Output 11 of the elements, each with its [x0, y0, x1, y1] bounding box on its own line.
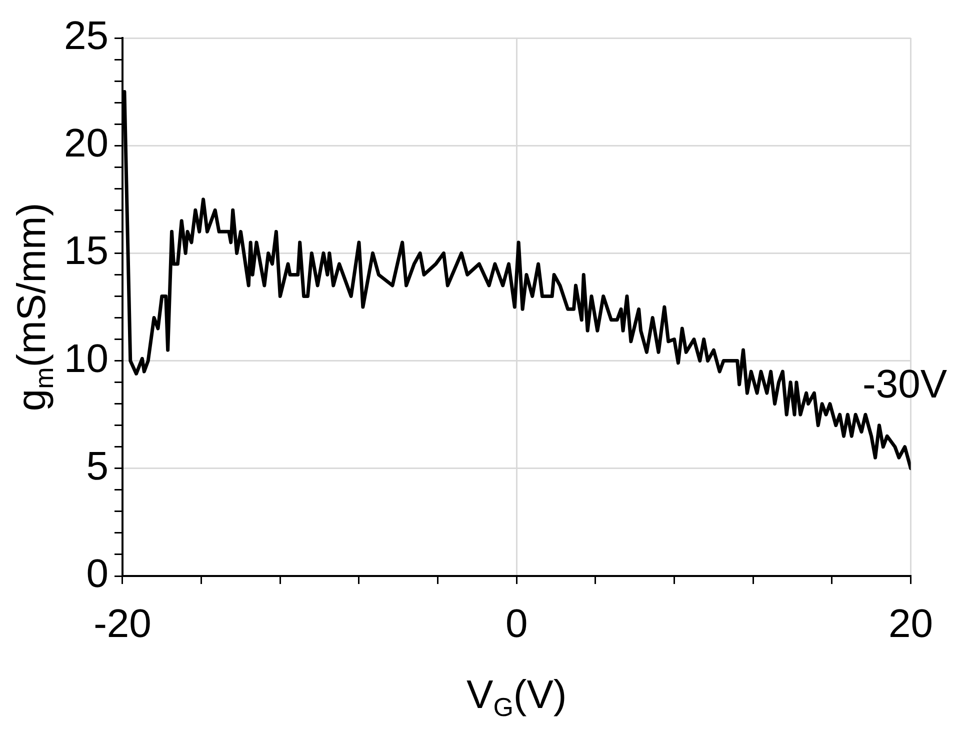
x-tick-label: -20	[94, 602, 152, 646]
y-tick-label: 25	[64, 14, 108, 58]
x-tick-label: 20	[888, 602, 934, 646]
x-tick-label: 0	[506, 602, 528, 646]
series-label: -30V	[862, 362, 948, 406]
y-axis-title: gm(mS/mm)	[10, 202, 60, 412]
y-tick-label: 10	[64, 336, 108, 381]
y-tick-label: 15	[64, 229, 108, 274]
y-tick-label: 5	[86, 444, 108, 488]
y-tick-label: 20	[64, 122, 108, 166]
y-tick-label: 0	[86, 552, 108, 596]
